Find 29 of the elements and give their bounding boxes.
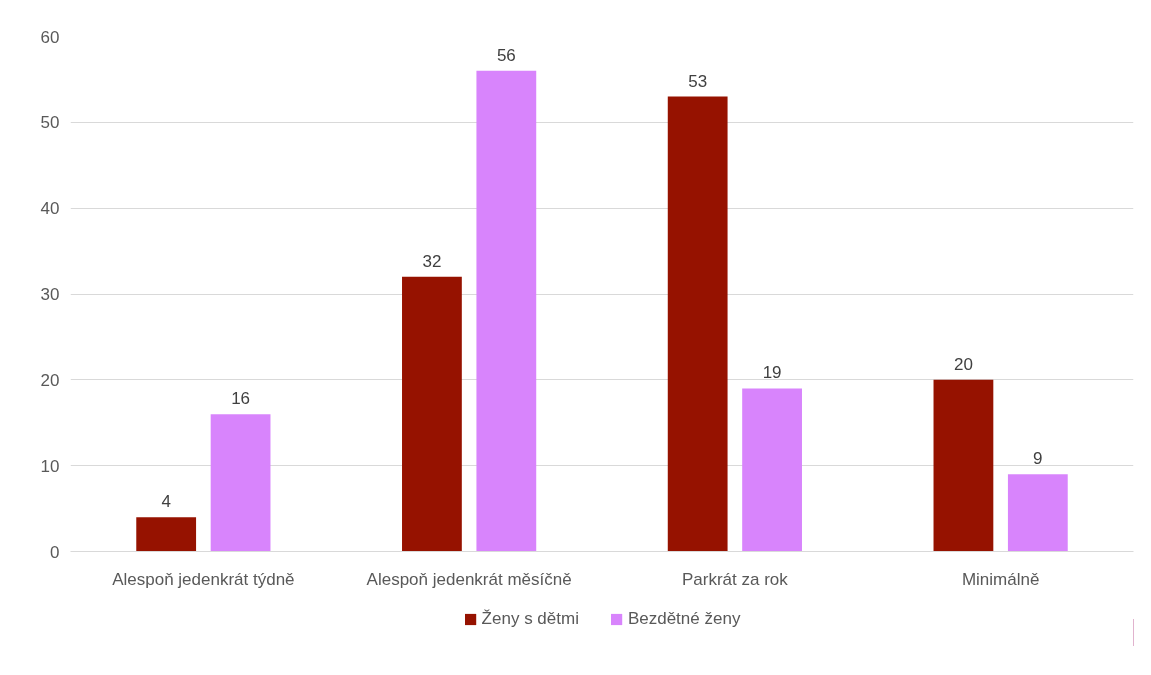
- bar: [476, 70, 537, 552]
- data-label: 19: [762, 363, 782, 383]
- y-tick-label: 50: [40, 113, 60, 133]
- data-label: 53: [688, 71, 708, 91]
- y-tick-label: 60: [40, 27, 60, 47]
- x-tick-label: Minimálně: [961, 569, 1040, 589]
- bar: [136, 517, 197, 552]
- y-tick-label: 20: [40, 370, 60, 390]
- y-tick-label: 0: [50, 542, 60, 562]
- data-label: 56: [496, 45, 516, 65]
- x-tick-label: Parkrát za rok: [681, 569, 789, 589]
- y-tick-label: 40: [40, 199, 60, 219]
- x-tick-label: Alespoň jedenkrát týdně: [112, 569, 295, 589]
- y-tick-label: 30: [40, 285, 60, 304]
- bar: [667, 96, 728, 552]
- bar: [742, 388, 802, 552]
- data-label: 16: [231, 389, 251, 409]
- legend-label: Ženy s dětmi: [481, 608, 579, 629]
- data-label: 9: [1033, 449, 1043, 469]
- x-tick-label: Alespoň jedenkrát měsíčně: [366, 569, 572, 589]
- data-label: 20: [953, 354, 973, 374]
- data-label: 32: [422, 251, 442, 271]
- bar: [933, 379, 994, 552]
- data-label: 4: [161, 492, 171, 512]
- bar: [1007, 474, 1068, 552]
- legend-label: Bezdětné ženy: [627, 608, 741, 629]
- bar: [402, 276, 462, 552]
- y-tick-label: 10: [40, 456, 60, 476]
- bar: [210, 414, 271, 552]
